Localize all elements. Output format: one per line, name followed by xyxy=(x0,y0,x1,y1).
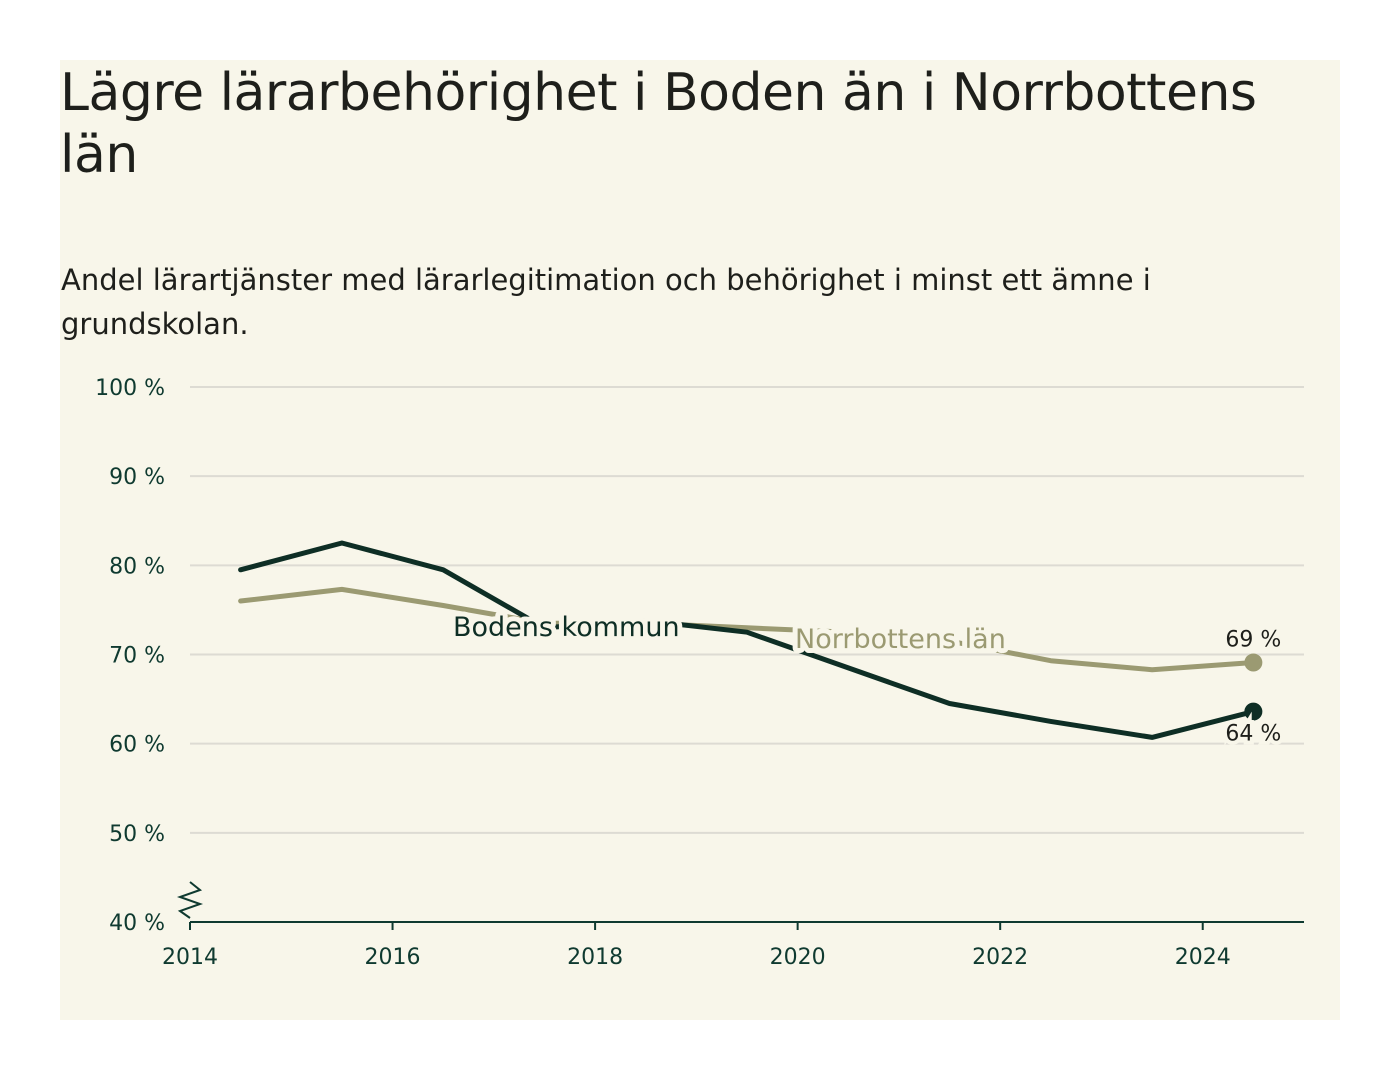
x-tick-label: 2020 xyxy=(770,945,826,970)
x-tick-label: 2016 xyxy=(365,945,421,970)
chart-card xyxy=(60,60,1340,1020)
y-tick-label: 100 % xyxy=(95,376,165,401)
chart-subtitle: Andel lärartjänster med lärarlegitimatio… xyxy=(61,263,1151,341)
boden-series-line xyxy=(238,540,1256,740)
norrbotten-series-label: Norrbottens län xyxy=(795,624,1006,655)
series-layer xyxy=(238,540,1263,740)
y-tick-label: 80 % xyxy=(109,554,165,579)
grid-layer xyxy=(190,386,1304,834)
boden-end-point xyxy=(1244,702,1263,721)
x-tick-label: 2024 xyxy=(1175,945,1231,970)
boden-series-label: Bodens kommun xyxy=(453,612,680,643)
x-tick-label: 2014 xyxy=(162,945,218,970)
y-tick-label: 50 % xyxy=(109,822,165,847)
chart-title: Lägre lärarbehörighet i Boden än i Norrb… xyxy=(60,63,1257,185)
boden-end-label: 64 % xyxy=(1225,722,1281,747)
y-tick-label: 70 % xyxy=(109,644,165,669)
norrbotten-series-label-halo: Norrbottens län xyxy=(795,624,1006,655)
boden-end-label-halo: 64 % xyxy=(1225,722,1281,747)
axis-layer: 40 % 50 % 60 % 70 % 80 % 90 % 100 % 2014 2016 201… xyxy=(95,376,1304,970)
boden-series-label-halo: Bodens kommun xyxy=(453,612,680,643)
norrbotten-end-label: 69 % xyxy=(1225,628,1281,653)
norrbotten-series-line xyxy=(238,586,1256,673)
axis-break-icon xyxy=(176,881,204,919)
y-tick-label: 60 % xyxy=(109,733,165,758)
y-tick-label: 40 % xyxy=(109,911,165,936)
y-tick-label: 90 % xyxy=(109,465,165,490)
norrbotten-end-point xyxy=(1244,653,1263,672)
x-tick-label: 2022 xyxy=(972,945,1028,970)
x-tick-label: 2018 xyxy=(567,945,623,970)
